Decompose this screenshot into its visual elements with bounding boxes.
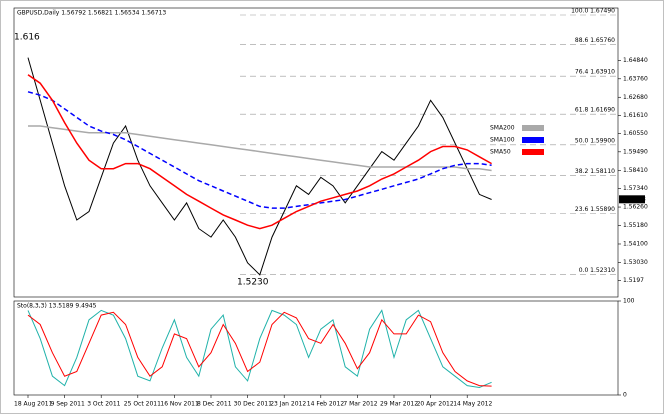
legend-swatch (522, 149, 544, 155)
last-price-label: 1.56713 (621, 196, 646, 203)
x-tick-label: 29 Mar 2012 (380, 401, 418, 408)
x-tick-label: 3 Oct 2011 (87, 401, 120, 408)
fib-label: 23.6 1.55890 (575, 206, 615, 213)
fib-label: 76.4 1.63910 (575, 69, 615, 76)
fib-label: 88.6 1.65760 (575, 37, 615, 44)
x-tick-label: 9 Sep 2011 (51, 401, 85, 408)
x-tick-label: 16 Nov 2011 (160, 401, 199, 408)
y-tick-label: 1.56260 (623, 204, 648, 211)
y-tick-label: 100 (623, 298, 635, 305)
legend-label: SMA200 (490, 125, 515, 132)
series-line (27, 311, 492, 387)
annotation: 1.5230 (237, 278, 269, 288)
y-tick-label: 1.63760 (623, 75, 648, 82)
last-price-box (619, 195, 645, 204)
y-tick-label: 1.62680 (623, 94, 648, 101)
series-line (27, 91, 492, 209)
x-tick-label: 18 Aug 2011 (14, 401, 53, 408)
stoch-panel (13, 300, 619, 396)
chart-title: GBPUSD,Daily 1.56792 1.56821 1.56534 1.5… (17, 10, 166, 17)
x-tick-label: 20 Apr 2012 (417, 401, 454, 408)
x-tick-label: 8 Dec 2011 (197, 401, 232, 408)
y-tick-label: 1.64840 (623, 57, 648, 64)
legend-label: SMA100 (490, 137, 515, 144)
x-tick-label: 25 Oct 2011 (124, 401, 161, 408)
fib-label: 0.0 1.52310 (579, 267, 615, 274)
fib-label: 50.0 1.59900 (575, 137, 615, 144)
fib-label: 100.0 1.67490 (571, 8, 615, 15)
y-tick-label: 1.55180 (623, 222, 648, 229)
main-panel (13, 7, 619, 298)
x-tick-label: 14 Feb 2012 (307, 401, 345, 408)
x-tick-label: 23 Jan 2012 (270, 401, 306, 408)
y-tick-label: 1.61610 (623, 112, 648, 119)
fib-label: 61.8 1.61690 (575, 107, 615, 114)
legend-swatch (522, 137, 544, 143)
stoch-title: Sto(8,3,3) 13.5189 9.4945 (17, 303, 97, 310)
series-line (27, 57, 492, 276)
series-line (27, 309, 492, 389)
y-tick-label: 1.5197 (623, 277, 644, 284)
x-tick-label: 30 Dec 2011 (234, 401, 273, 408)
legend-swatch (522, 125, 544, 131)
y-tick-label: 1.59490 (623, 148, 648, 155)
series-line (27, 74, 492, 230)
x-tick-label: 7 Mar 2012 (343, 401, 377, 408)
y-tick-label: 1.53030 (623, 259, 648, 266)
annotation: 1.616 (14, 33, 40, 43)
y-tick-label: 1.58410 (623, 167, 648, 174)
y-tick-label: 1.54100 (623, 240, 648, 247)
y-tick-label: 1.57340 (623, 185, 648, 192)
y-tick-label: 0 (623, 392, 627, 399)
y-tick-label: 1.60550 (623, 130, 648, 137)
fib-label: 38.2 1.58110 (575, 168, 615, 175)
x-tick-label: 14 May 2012 (453, 401, 492, 408)
legend-label: SMA50 (490, 149, 511, 156)
